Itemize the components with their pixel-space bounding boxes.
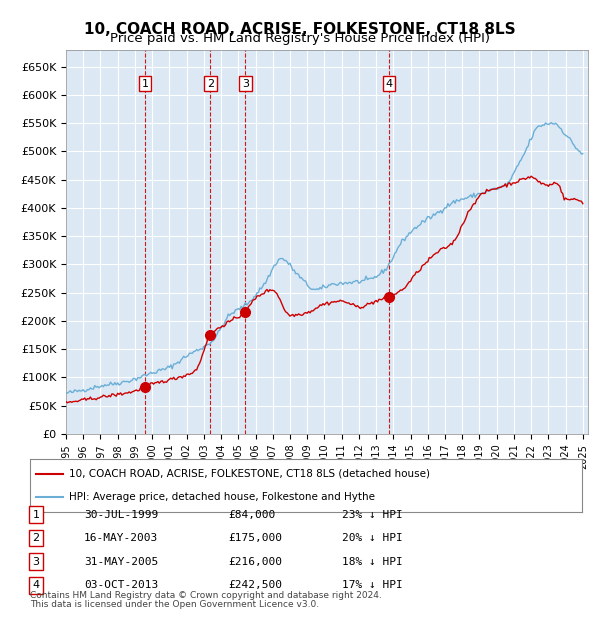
Text: 2: 2 — [32, 533, 40, 543]
Text: 4: 4 — [385, 79, 392, 89]
Text: 20% ↓ HPI: 20% ↓ HPI — [342, 533, 403, 543]
Text: 23% ↓ HPI: 23% ↓ HPI — [342, 510, 403, 520]
Text: 17% ↓ HPI: 17% ↓ HPI — [342, 580, 403, 590]
Text: 30-JUL-1999: 30-JUL-1999 — [84, 510, 158, 520]
Text: 10, COACH ROAD, ACRISE, FOLKESTONE, CT18 8LS (detached house): 10, COACH ROAD, ACRISE, FOLKESTONE, CT18… — [68, 469, 430, 479]
Text: 03-OCT-2013: 03-OCT-2013 — [84, 580, 158, 590]
Text: 16-MAY-2003: 16-MAY-2003 — [84, 533, 158, 543]
Text: £175,000: £175,000 — [228, 533, 282, 543]
Text: 3: 3 — [242, 79, 249, 89]
Text: This data is licensed under the Open Government Licence v3.0.: This data is licensed under the Open Gov… — [30, 600, 319, 609]
Text: £242,500: £242,500 — [228, 580, 282, 590]
Text: 18% ↓ HPI: 18% ↓ HPI — [342, 557, 403, 567]
Text: 31-MAY-2005: 31-MAY-2005 — [84, 557, 158, 567]
Text: 3: 3 — [32, 557, 40, 567]
Text: £84,000: £84,000 — [228, 510, 275, 520]
Text: 2: 2 — [206, 79, 214, 89]
Text: 4: 4 — [32, 580, 40, 590]
Text: 1: 1 — [142, 79, 148, 89]
Text: Contains HM Land Registry data © Crown copyright and database right 2024.: Contains HM Land Registry data © Crown c… — [30, 591, 382, 600]
Text: HPI: Average price, detached house, Folkestone and Hythe: HPI: Average price, detached house, Folk… — [68, 492, 374, 502]
Text: £216,000: £216,000 — [228, 557, 282, 567]
Text: 10, COACH ROAD, ACRISE, FOLKESTONE, CT18 8LS: 10, COACH ROAD, ACRISE, FOLKESTONE, CT18… — [84, 22, 516, 37]
Text: 1: 1 — [32, 510, 40, 520]
Text: Price paid vs. HM Land Registry's House Price Index (HPI): Price paid vs. HM Land Registry's House … — [110, 32, 490, 45]
